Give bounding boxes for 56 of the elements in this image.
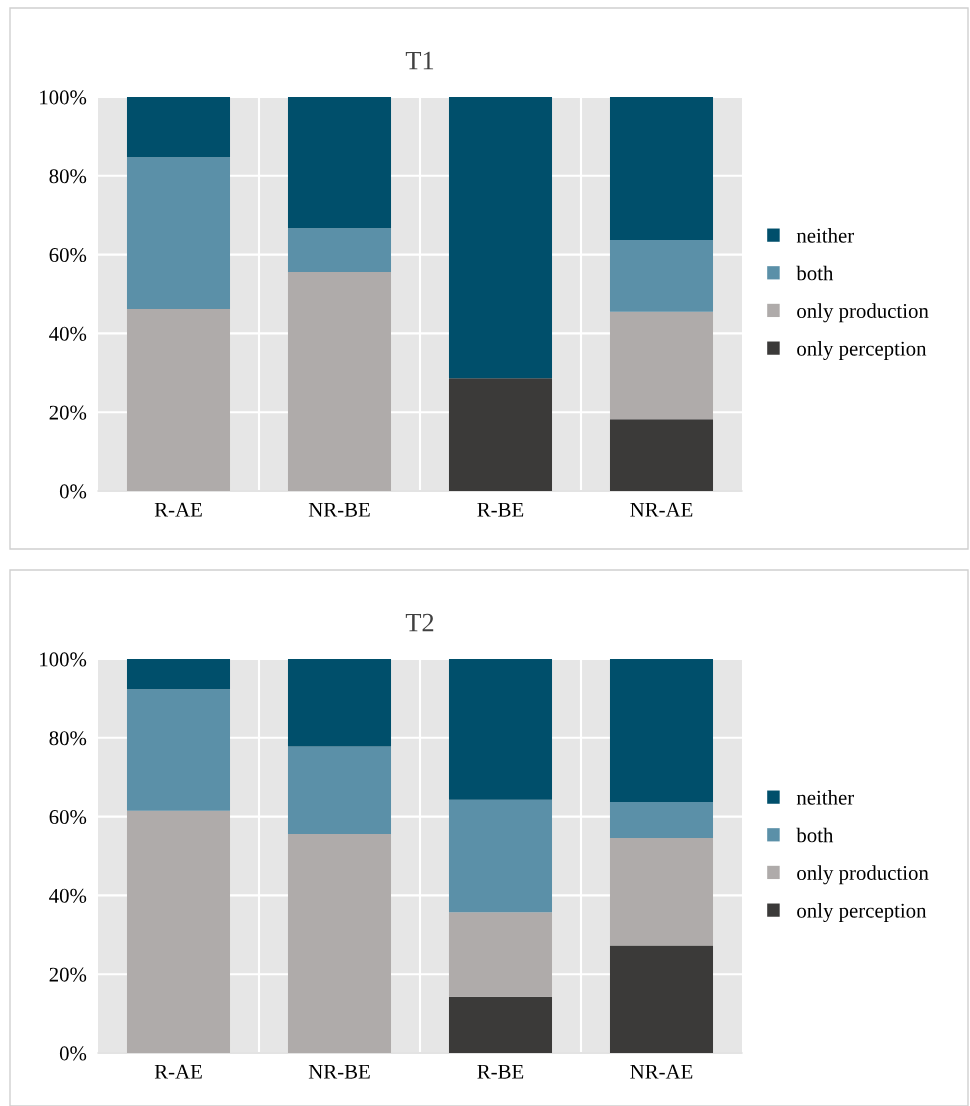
bar [609, 945, 714, 1053]
y-tick-label: 100% [40, 652, 87, 667]
x-tick-label: NR-AE [630, 1064, 693, 1079]
legend-label: only perception [797, 903, 927, 922]
y-tick-label: 0% [59, 1046, 87, 1061]
bar [609, 419, 714, 491]
chart-title: T2 [405, 613, 434, 632]
legend-label: only production [797, 303, 929, 323]
legend-label: only perception [797, 341, 927, 360]
bar [126, 308, 231, 491]
bar [609, 240, 714, 312]
bar [126, 659, 231, 690]
x-tick-label: R-BE [477, 502, 524, 517]
bar [287, 659, 392, 747]
chart-title: T1 [405, 51, 434, 70]
y-tick-label: 20% [49, 405, 87, 420]
bar [448, 659, 553, 800]
bar [448, 97, 553, 379]
y-tick-label: 100% [40, 90, 87, 105]
y-tick-label: 80% [49, 169, 87, 184]
y-tick-label: 60% [49, 247, 87, 263]
bar [287, 228, 392, 272]
bar [126, 810, 231, 1053]
x-tick-label: NR-BE [308, 502, 370, 517]
bar [287, 271, 392, 491]
x-tick-label: NR-AE [630, 502, 693, 517]
bar [287, 746, 392, 834]
legend-label: neither [796, 228, 855, 243]
bar [609, 311, 714, 420]
x-tick-label: R-AE [154, 502, 202, 517]
bar [448, 996, 553, 1053]
bar [126, 157, 231, 309]
y-tick-label: 60% [49, 809, 87, 825]
bar [609, 837, 714, 946]
bar [126, 689, 231, 811]
legend-label: only production [797, 865, 929, 885]
bar [609, 659, 714, 803]
x-tick-label: NR-BE [308, 1064, 370, 1079]
y-tick-label: 40% [49, 888, 87, 903]
x-tick-label: R-AE [154, 1064, 202, 1079]
bar [287, 833, 392, 1053]
y-tick-label: 20% [49, 967, 87, 982]
bar [287, 97, 392, 229]
bar [126, 97, 231, 158]
bar [609, 97, 714, 241]
legend-label: neither [796, 790, 855, 805]
x-tick-label: R-BE [477, 1064, 524, 1079]
bar [448, 799, 553, 913]
bar [448, 912, 553, 997]
legend-label: both [796, 265, 834, 281]
bar [448, 378, 553, 491]
y-tick-label: 40% [49, 326, 87, 341]
y-tick-label: 80% [49, 731, 87, 746]
bar [609, 802, 714, 838]
y-tick-label: 0% [59, 484, 87, 499]
legend-label: both [796, 827, 834, 843]
